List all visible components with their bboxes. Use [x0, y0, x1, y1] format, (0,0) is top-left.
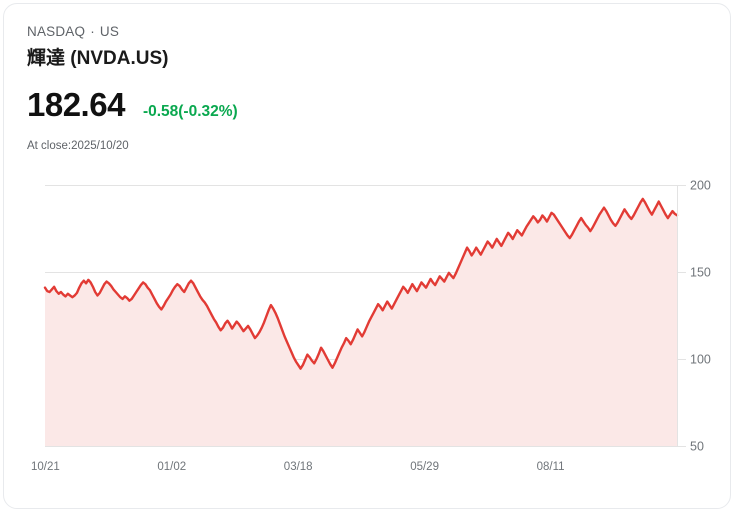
price-row: 182.64 -0.58(-0.32%)	[27, 86, 667, 124]
market-status-note: At close:2025/10/20	[27, 140, 129, 152]
price-line-path	[43, 197, 679, 370]
stock-quote-card: NASDAQ · US 輝達 (NVDA.US) 182.64 -0.58(-0.3…	[3, 3, 731, 509]
y-axis-tick-labels: 200 150 100 50	[690, 179, 711, 454]
page-title: 輝達 (NVDA.US)	[27, 48, 169, 69]
quote-header: NASDAQ · US 輝達 (NVDA.US) 182.64 -0.58(-0.3…	[27, 23, 667, 154]
separator-dot: ·	[90, 24, 95, 39]
x-axis-tick-label: 10/21	[31, 461, 60, 473]
region-code: US	[99, 24, 120, 39]
chart-line	[43, 197, 679, 370]
price-chart[interactable]: 200 150 100 50 10/21 01/02 03/18 05/29 08/11	[4, 164, 731, 484]
y-axis-tick-label: 100	[690, 353, 711, 367]
exchange-name: NASDAQ	[27, 24, 86, 39]
current-price: 182.64	[27, 86, 125, 123]
x-axis-tick-label: 01/02	[157, 461, 186, 473]
y-axis-tick-label: 50	[690, 440, 704, 454]
area-fill-path	[45, 198, 677, 446]
chart-area-fill	[45, 198, 677, 446]
price-chart-svg[interactable]: 200 150 100 50 10/21 01/02 03/18 05/29 08/11	[4, 164, 731, 484]
y-axis-tick-label: 150	[690, 266, 711, 280]
price-change: -0.58(-0.32%)	[142, 103, 238, 120]
x-axis-tick-label: 05/29	[410, 461, 439, 473]
y-axis-tick-label: 200	[690, 179, 711, 193]
x-axis-tick-label: 03/18	[284, 461, 313, 473]
exchange-region-line: NASDAQ · US	[27, 23, 667, 41]
x-axis-tick-label: 08/11	[537, 461, 565, 473]
x-axis-tick-labels: 10/21 01/02 03/18 05/29 08/11	[31, 461, 565, 473]
